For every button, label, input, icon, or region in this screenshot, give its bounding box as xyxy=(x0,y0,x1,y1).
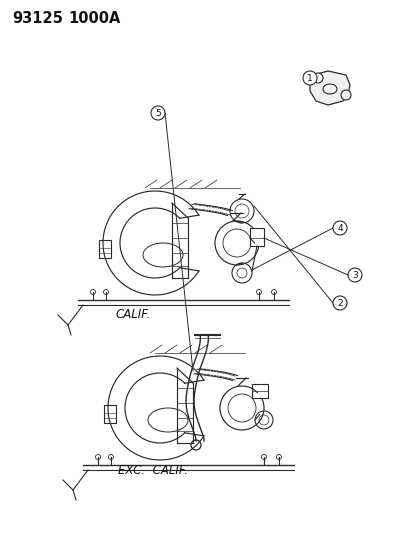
Polygon shape xyxy=(309,71,349,105)
Circle shape xyxy=(347,268,361,282)
Text: 1000A: 1000A xyxy=(68,11,120,26)
FancyBboxPatch shape xyxy=(104,405,116,423)
Circle shape xyxy=(340,90,350,100)
Text: CALIF.: CALIF. xyxy=(115,309,150,321)
FancyBboxPatch shape xyxy=(249,228,263,246)
Circle shape xyxy=(302,71,316,85)
Text: 93125: 93125 xyxy=(12,11,63,26)
Text: 3: 3 xyxy=(351,271,357,279)
Circle shape xyxy=(151,106,165,120)
Text: 2: 2 xyxy=(336,298,342,308)
Circle shape xyxy=(332,296,346,310)
Circle shape xyxy=(312,73,322,83)
FancyBboxPatch shape xyxy=(99,240,111,258)
FancyBboxPatch shape xyxy=(252,384,267,398)
Ellipse shape xyxy=(322,84,336,94)
Text: EXC.  CALIF.: EXC. CALIF. xyxy=(118,464,188,478)
Text: 4: 4 xyxy=(336,223,342,232)
Text: 5: 5 xyxy=(155,109,161,117)
Text: 1: 1 xyxy=(306,74,312,83)
Circle shape xyxy=(332,221,346,235)
